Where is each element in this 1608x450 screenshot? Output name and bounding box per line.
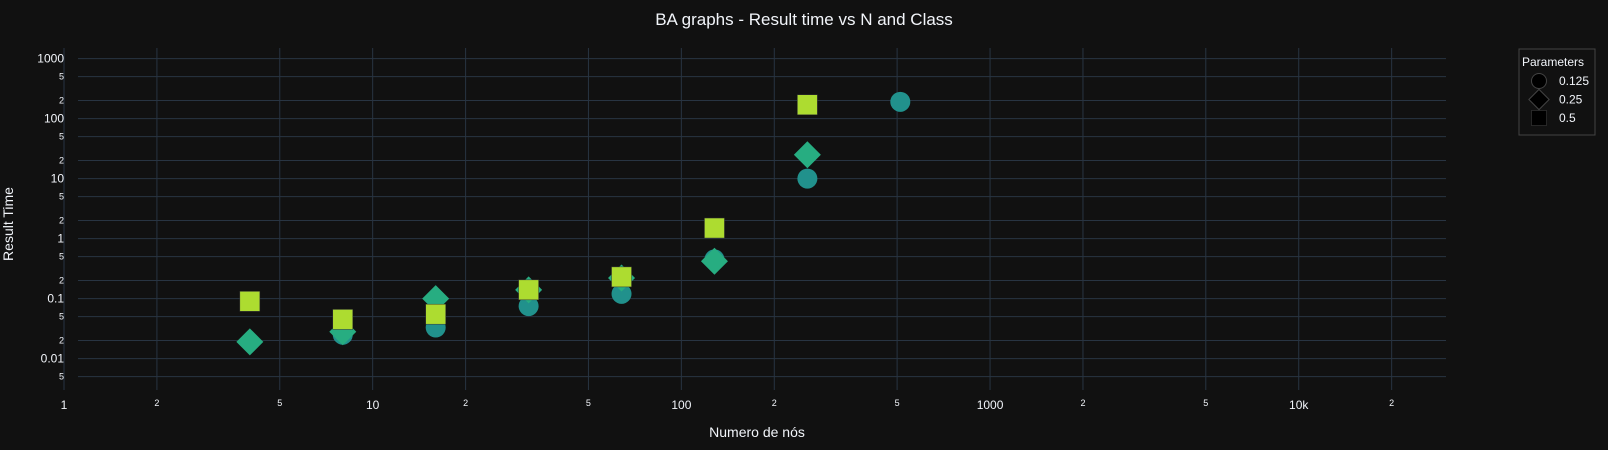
y-tick-label-minor: 2 [59, 276, 64, 286]
legend-title: Parameters [1522, 55, 1584, 69]
x-tick-label-minor: 2 [463, 398, 468, 408]
x-axis-ticks: 1 10 100 1000 10k 2 5 2 5 2 5 2 5 2 [61, 398, 1394, 412]
y-tick-label-minor: 5 [59, 312, 64, 322]
y-axis-ticks: 0.01 0.1 1 10 100 1000 5 2 5 2 5 2 5 2 5 2 5 [37, 52, 64, 382]
data-point-diamond [236, 328, 264, 356]
x-tick-label-minor: 2 [1080, 398, 1085, 408]
x-tick-label: 10k [1289, 398, 1309, 412]
data-point-square [611, 266, 632, 288]
legend-label: 0.5 [1559, 111, 1576, 125]
data-point-square [425, 303, 446, 325]
y-axis-title: Result Time [0, 187, 16, 261]
grid [63, 48, 1446, 390]
x-tick-label: 100 [671, 398, 691, 412]
y-tick-label-minor: 5 [59, 132, 64, 142]
y-tick-label: 100 [44, 112, 64, 126]
data-point-diamond [700, 247, 728, 275]
y-tick-label-minor: 2 [59, 336, 64, 346]
x-axis-title: Numero de nós [709, 424, 805, 440]
legend-circle-icon [1531, 73, 1547, 89]
x-tick-label-minor: 5 [586, 398, 591, 408]
y-tick-label-minor: 2 [59, 96, 64, 106]
y-tick-label-minor: 5 [59, 372, 64, 382]
x-tick-label-minor: 5 [1203, 398, 1208, 408]
y-tick-label-minor: 5 [59, 192, 64, 202]
legend-square-icon [1531, 110, 1547, 126]
y-tick-label: 0.1 [47, 292, 64, 306]
y-tick-label-minor: 5 [59, 252, 64, 262]
y-tick-label-minor: 2 [59, 156, 64, 166]
data-point-square [518, 279, 539, 301]
x-tick-label: 1000 [977, 398, 1004, 412]
y-tick-label: 1000 [37, 52, 64, 66]
data-point-circle [890, 91, 911, 112]
x-tick-label-minor: 2 [154, 398, 159, 408]
legend-diamond-icon [1528, 88, 1550, 111]
legend-label: 0.125 [1559, 74, 1589, 88]
legend-label: 0.25 [1559, 93, 1583, 107]
x-tick-label-minor: 5 [277, 398, 282, 408]
y-tick-label-minor: 2 [59, 216, 64, 226]
y-tick-label: 0.01 [41, 352, 65, 366]
y-tick-label: 10 [51, 172, 65, 186]
data-point-circle [611, 283, 632, 304]
y-tick-label-minor: 5 [59, 72, 64, 82]
data-point-square [239, 291, 261, 312]
data-point-square [332, 309, 354, 330]
legend: Parameters 0.125 0.25 0.5 [1518, 48, 1596, 136]
x-tick-label-minor: 5 [895, 398, 900, 408]
data-point-square [797, 94, 818, 115]
data-point-square [704, 217, 725, 239]
data-point-circle [518, 296, 539, 317]
x-tick-label: 1 [61, 398, 68, 412]
data-point-diamond [793, 141, 821, 169]
legend-items: 0.125 0.25 0.5 [1528, 73, 1589, 126]
x-tick-label: 10 [366, 398, 380, 412]
y-tick-label: 1 [57, 232, 64, 246]
data-point-circle [797, 168, 818, 189]
chart-title: BA graphs - Result time vs N and Class [655, 10, 953, 29]
x-tick-label-minor: 2 [1389, 398, 1394, 408]
x-tick-label-minor: 2 [772, 398, 777, 408]
plot-area [236, 91, 911, 356]
